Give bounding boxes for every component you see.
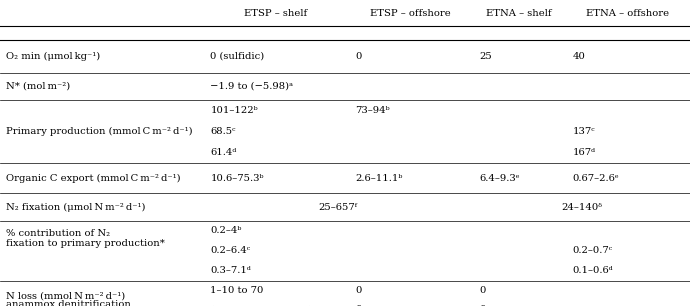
Text: −1.9 to (−5.98)ᵃ: −1.9 to (−5.98)ᵃ xyxy=(210,82,293,91)
Text: 24–140ᵟ: 24–140ᵟ xyxy=(561,203,602,212)
Text: 25–657ᶠ: 25–657ᶠ xyxy=(319,203,357,212)
Text: 2.6–11.1ᵇ: 2.6–11.1ᵇ xyxy=(355,174,403,183)
Text: O₂ min (μmol kg⁻¹): O₂ min (μmol kg⁻¹) xyxy=(6,52,100,61)
Text: 0.3–7.1ᵈ: 0.3–7.1ᵈ xyxy=(210,266,251,275)
Text: N loss (mmol N m⁻² d⁻¹): N loss (mmol N m⁻² d⁻¹) xyxy=(6,291,125,300)
Text: 61.4ᵈ: 61.4ᵈ xyxy=(210,148,237,157)
Text: 68.5ᶜ: 68.5ᶜ xyxy=(210,127,236,136)
Text: (in presence of H₂S): (in presence of H₂S) xyxy=(210,305,313,306)
Text: anammox denitrification: anammox denitrification xyxy=(6,300,130,306)
Text: % contribution of N₂: % contribution of N₂ xyxy=(6,230,110,238)
Text: 0: 0 xyxy=(355,286,362,295)
Text: 0.67–2.6ᵉ: 0.67–2.6ᵉ xyxy=(573,174,620,183)
Text: 6.4–9.3ᵉ: 6.4–9.3ᵉ xyxy=(480,174,520,183)
Text: 0.2–6.4ᶜ: 0.2–6.4ᶜ xyxy=(210,246,250,255)
Text: ETNA – shelf: ETNA – shelf xyxy=(486,9,552,18)
Text: Primary production (mmol C m⁻² d⁻¹): Primary production (mmol C m⁻² d⁻¹) xyxy=(6,127,192,136)
Text: 73–94ᵇ: 73–94ᵇ xyxy=(355,106,390,115)
Text: 167ᵈ: 167ᵈ xyxy=(573,148,596,157)
Text: 10.6–75.3ᵇ: 10.6–75.3ᵇ xyxy=(210,174,264,183)
Text: 0.1–0.6ᵈ: 0.1–0.6ᵈ xyxy=(573,266,613,275)
Text: 25: 25 xyxy=(480,52,492,61)
Text: fixation to primary production*: fixation to primary production* xyxy=(6,239,164,248)
Text: 1–10 to 70: 1–10 to 70 xyxy=(210,286,264,295)
Text: 0: 0 xyxy=(355,305,362,306)
Text: N₂ fixation (μmol N m⁻² d⁻¹): N₂ fixation (μmol N m⁻² d⁻¹) xyxy=(6,203,145,212)
Text: 0 (sulfidic): 0 (sulfidic) xyxy=(210,52,265,61)
Text: 40: 40 xyxy=(573,52,586,61)
Text: 0.2–0.7ᶜ: 0.2–0.7ᶜ xyxy=(573,246,613,255)
Text: 0: 0 xyxy=(480,286,486,295)
Text: Organic C export (mmol C m⁻² d⁻¹): Organic C export (mmol C m⁻² d⁻¹) xyxy=(6,174,180,183)
Text: ETSP – shelf: ETSP – shelf xyxy=(244,9,308,18)
Text: ETNA – offshore: ETNA – offshore xyxy=(586,9,669,18)
Text: 0: 0 xyxy=(355,52,362,61)
Text: 137ᶜ: 137ᶜ xyxy=(573,127,595,136)
Text: 101–122ᵇ: 101–122ᵇ xyxy=(210,106,258,115)
Text: ETSP – offshore: ETSP – offshore xyxy=(370,9,451,18)
Text: 0.2–4ᵇ: 0.2–4ᵇ xyxy=(210,226,241,235)
Text: N* (mol m⁻²): N* (mol m⁻²) xyxy=(6,82,70,91)
Text: 0: 0 xyxy=(480,305,486,306)
